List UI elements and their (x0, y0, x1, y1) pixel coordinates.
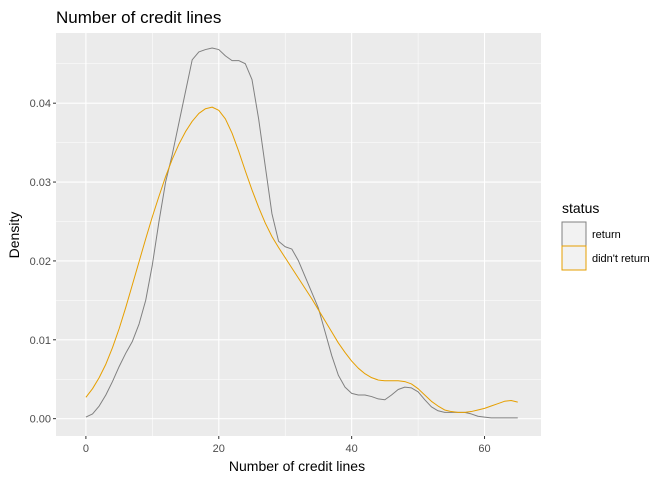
y-tick-label: 0.02 (30, 256, 51, 268)
plot-panel (56, 33, 541, 436)
legend-label-return: return (592, 229, 621, 241)
legend-key-return (561, 221, 587, 247)
series-line-didnt-return (85, 106, 518, 413)
y-tick-label: 0.04 (30, 98, 51, 110)
x-axis: 0 20 40 60 (83, 436, 491, 455)
chart-title: Number of credit lines (56, 8, 221, 27)
legend-key-didnt-return (561, 245, 587, 271)
x-tick-label: 0 (83, 443, 89, 455)
y-tick-label: 0.00 (30, 414, 51, 426)
legend-title: status (562, 200, 599, 216)
legend-label-didnt-return: didn't return (592, 253, 650, 265)
panel-background (56, 33, 541, 436)
x-tick-label: 20 (213, 443, 225, 455)
x-tick-label: 40 (346, 443, 358, 455)
y-tick-label: 0.03 (30, 177, 51, 189)
x-axis-title: Number of credit lines (229, 458, 365, 474)
y-axis-title: Density (6, 212, 22, 259)
x-tick-label: 60 (478, 443, 490, 455)
y-axis: 0.00 0.01 0.02 0.03 0.04 (30, 98, 56, 426)
y-tick-label: 0.01 (30, 335, 51, 347)
legend: status return didn't return (561, 200, 650, 271)
series-line-return (85, 47, 518, 419)
